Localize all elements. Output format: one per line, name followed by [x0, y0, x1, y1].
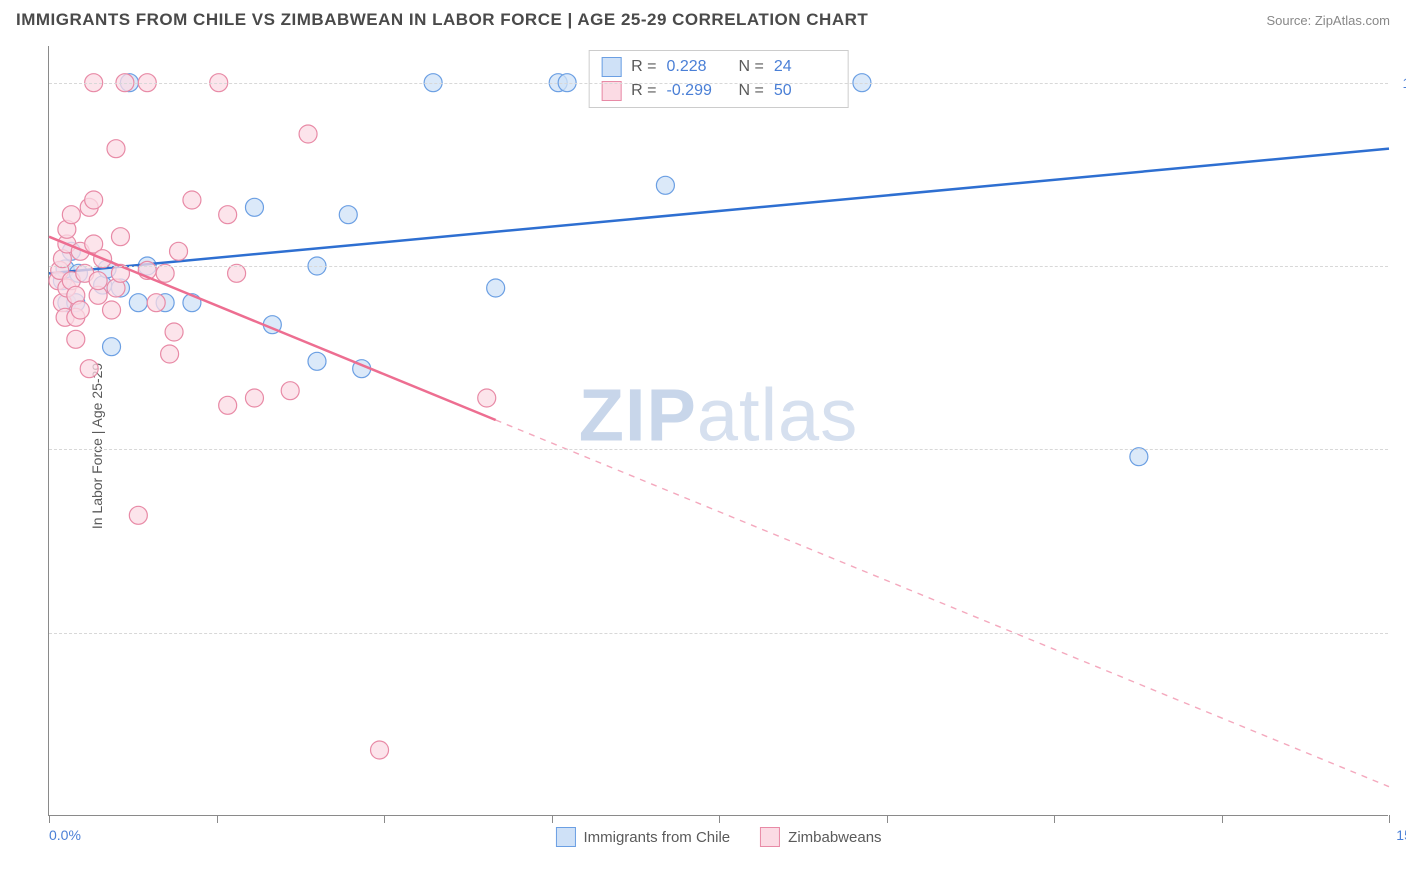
stats-n-label: N =: [739, 82, 764, 100]
chart-plot-area: ZIPatlas R = 0.228 N = 24 R = -0.299 N =…: [48, 46, 1388, 816]
x-tick: [719, 815, 720, 823]
data-point-series-1: [183, 191, 201, 209]
x-tick: [552, 815, 553, 823]
data-point-series-1: [228, 264, 246, 282]
data-point-series-1: [219, 206, 237, 224]
x-tick-label-max: 15.0%: [1396, 827, 1406, 843]
stats-n-label: N =: [739, 58, 764, 76]
data-point-series-1: [89, 272, 107, 290]
legend-swatch-1: [760, 827, 780, 847]
data-point-series-1: [147, 294, 165, 312]
data-point-series-0: [656, 176, 674, 194]
data-point-series-0: [487, 279, 505, 297]
source-label: Source: ZipAtlas.com: [1266, 13, 1390, 28]
data-point-series-1: [219, 396, 237, 414]
x-tick: [49, 815, 50, 823]
data-point-series-1: [281, 382, 299, 400]
data-point-series-1: [161, 345, 179, 363]
grid-line-h: [49, 266, 1388, 267]
data-point-series-1: [129, 506, 147, 524]
data-point-series-0: [1130, 448, 1148, 466]
stats-r-value-1: -0.299: [667, 82, 729, 100]
stats-legend-box: R = 0.228 N = 24 R = -0.299 N = 50: [588, 50, 849, 108]
data-point-series-0: [129, 294, 147, 312]
legend-label-1: Zimbabweans: [788, 829, 881, 846]
data-point-series-1: [67, 330, 85, 348]
data-point-series-1: [62, 206, 80, 224]
legend-swatch-0: [555, 827, 575, 847]
bottom-legend: Immigrants from Chile Zimbabweans: [555, 827, 881, 847]
legend-item-1: Zimbabweans: [760, 827, 881, 847]
data-point-series-1: [371, 741, 389, 759]
data-point-series-1: [478, 389, 496, 407]
swatch-series-0: [601, 57, 621, 77]
x-tick: [1054, 815, 1055, 823]
grid-line-h: [49, 633, 1388, 634]
data-point-series-1: [165, 323, 183, 341]
x-tick: [1389, 815, 1390, 823]
data-point-series-1: [111, 228, 129, 246]
grid-line-h: [49, 449, 1388, 450]
data-point-series-0: [103, 338, 121, 356]
data-point-series-0: [339, 206, 357, 224]
data-point-series-1: [80, 360, 98, 378]
legend-item-0: Immigrants from Chile: [555, 827, 730, 847]
x-tick: [384, 815, 385, 823]
swatch-series-1: [601, 81, 621, 101]
data-point-series-1: [71, 301, 89, 319]
x-tick: [1222, 815, 1223, 823]
x-tick: [217, 815, 218, 823]
data-point-series-1: [245, 389, 263, 407]
data-point-series-1: [156, 264, 174, 282]
stats-r-value-0: 0.228: [667, 58, 729, 76]
stats-r-label: R =: [631, 58, 656, 76]
data-point-series-1: [299, 125, 317, 143]
data-point-series-0: [308, 352, 326, 370]
data-point-series-1: [103, 301, 121, 319]
grid-line-h: [49, 83, 1388, 84]
y-tick-label: 100.0%: [1403, 75, 1406, 91]
x-tick-label-min: 0.0%: [49, 827, 81, 843]
chart-svg: [49, 46, 1388, 815]
legend-label-0: Immigrants from Chile: [583, 829, 730, 846]
data-point-series-1: [107, 140, 125, 158]
stats-row-series-0: R = 0.228 N = 24: [601, 55, 836, 79]
x-tick: [887, 815, 888, 823]
regression-line-series-1: [49, 237, 496, 420]
stats-r-label: R =: [631, 82, 656, 100]
data-point-series-0: [245, 198, 263, 216]
stats-n-value-0: 24: [774, 58, 836, 76]
stats-n-value-1: 50: [774, 82, 836, 100]
data-point-series-1: [170, 242, 188, 260]
regression-line-dashed-series-1: [496, 420, 1389, 787]
data-point-series-1: [85, 191, 103, 209]
chart-title: IMMIGRANTS FROM CHILE VS ZIMBABWEAN IN L…: [16, 10, 868, 30]
